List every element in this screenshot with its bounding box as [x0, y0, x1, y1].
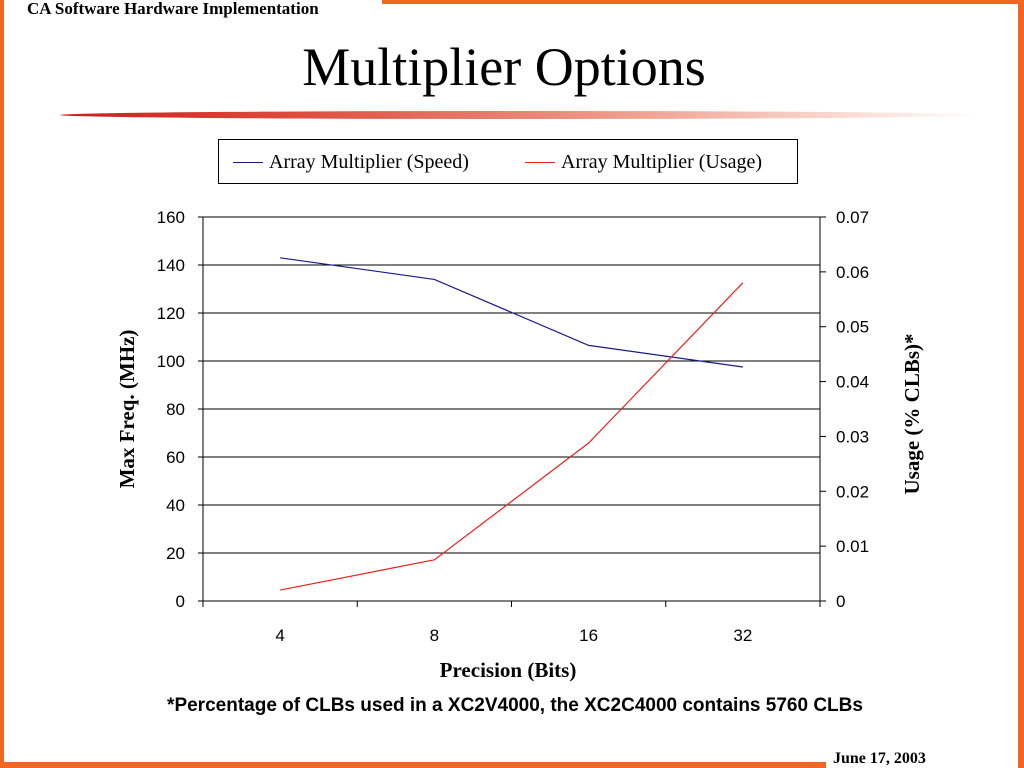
y2-tick-label: 0.04	[836, 373, 869, 392]
x-tick-label: 8	[430, 626, 439, 645]
frame-top-border	[382, 0, 1024, 4]
y-tick-label: 120	[157, 304, 185, 323]
x-tick-label: 16	[579, 626, 598, 645]
series-lines	[280, 257, 744, 591]
y2-tick-label: 0.06	[836, 263, 869, 282]
legend-swatch-usage	[525, 162, 555, 163]
series-line-usage	[280, 282, 744, 591]
y-tick-label: 40	[166, 496, 185, 515]
y2-tick-label: 0.01	[836, 537, 869, 556]
legend-label-speed: Array Multiplier (Speed)	[269, 151, 469, 173]
frame-bottom-border	[0, 762, 826, 768]
legend-item-speed: Array Multiplier (Speed)	[233, 151, 469, 174]
y2-tick-label: 0.07	[836, 208, 869, 227]
y-tick-label: 140	[157, 256, 185, 275]
gridlines	[203, 216, 820, 554]
y-tick-labels: 0 20 40 60 80 100 120 140 160	[157, 208, 185, 611]
x-tick-label: 32	[733, 626, 752, 645]
x-axis-title: Precision (Bits)	[440, 658, 577, 682]
y2-axis-title: Usage (% CLBs)*	[900, 334, 924, 495]
y2-tick-label: 0.02	[836, 482, 869, 501]
slide-title: Multiplier Options	[302, 37, 706, 97]
y-tick-label: 100	[157, 352, 185, 371]
y-tick-label: 20	[166, 544, 185, 563]
footer-date: June 17, 2003	[833, 750, 926, 767]
y-tick-label: 60	[166, 448, 185, 467]
y-axis-title: Max Freq. (MHz)	[115, 330, 139, 489]
y-tick-label: 0	[176, 592, 185, 611]
y2-tick-label: 0.05	[836, 318, 869, 337]
series-line-speed	[280, 257, 743, 368]
x-tick-label: 4	[275, 626, 284, 645]
y-tick-label: 160	[157, 208, 185, 227]
frame-right-border	[1018, 0, 1024, 768]
legend-label-usage: Array Multiplier (Usage)	[561, 151, 763, 173]
y2-tick-labels: 0 0.01 0.02 0.03 0.04 0.05 0.06 0.07	[836, 208, 869, 611]
title-swoosh	[60, 111, 980, 119]
chart-legend: Array Multiplier (Speed) Array Multiplie…	[218, 139, 798, 184]
y2-tick-label: 0.03	[836, 427, 869, 446]
legend-swatch-speed	[233, 162, 263, 163]
y2-tick-label: 0	[836, 592, 845, 611]
footnote: *Percentage of CLBs used in a XC2V4000, …	[167, 695, 863, 716]
y-tick-label: 80	[166, 400, 185, 419]
header-text: CA Software Hardware Implementation	[27, 0, 319, 18]
legend-item-usage: Array Multiplier (Usage)	[525, 151, 762, 174]
axes	[198, 216, 826, 607]
x-tick-labels: 4 8 16 32	[275, 626, 752, 645]
frame-left-border	[0, 0, 4, 768]
